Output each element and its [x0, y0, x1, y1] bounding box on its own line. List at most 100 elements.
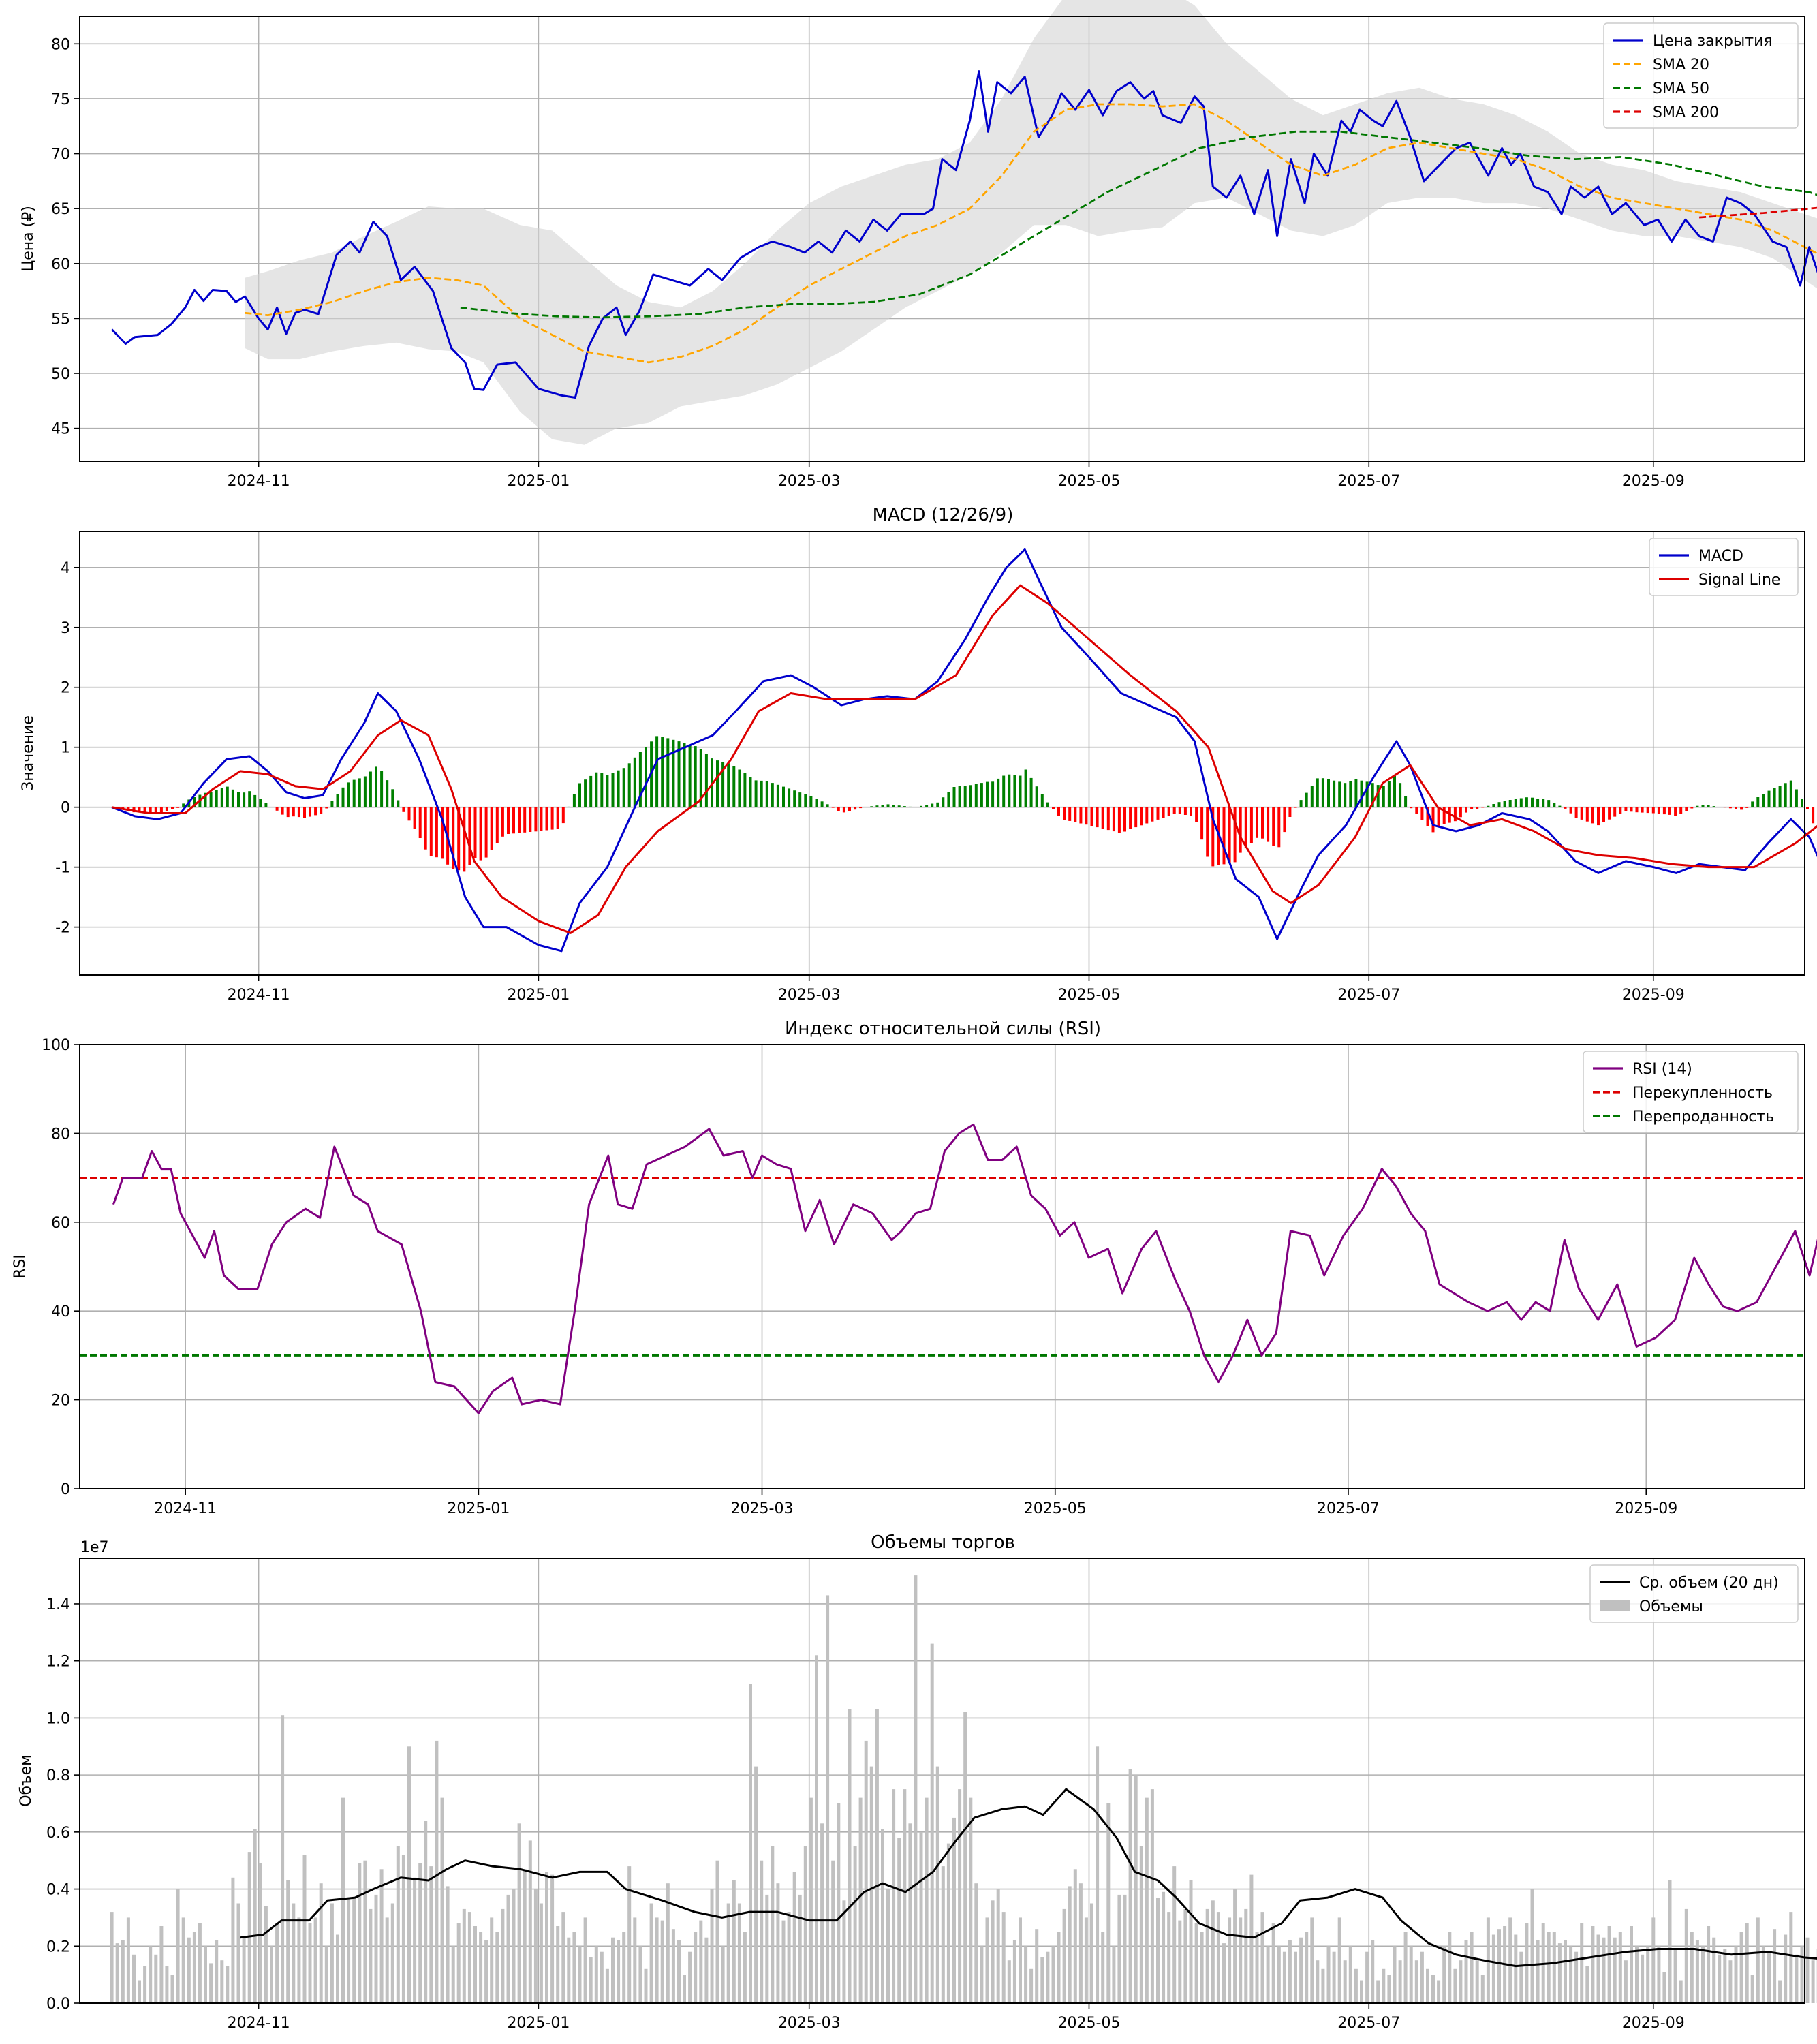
macd-histogram-bar [1690, 807, 1694, 809]
macd-histogram-bar [925, 805, 929, 807]
volume-bar [264, 1906, 268, 2003]
volume-bar [1090, 1903, 1093, 2003]
macd-histogram-bar [209, 792, 213, 807]
volume-bar [732, 1880, 736, 2003]
volume-bar [1128, 1769, 1132, 2003]
macd-histogram-bar [1057, 807, 1060, 816]
volume-y-axis-label: Объем [18, 1754, 35, 1807]
volume-bar [385, 1917, 389, 2003]
volume-bar [1310, 1917, 1314, 2003]
price-ytick-label: 50 [51, 366, 70, 383]
volume-bar [407, 1746, 411, 2003]
volume-bar [974, 1883, 978, 2003]
volume-bar [556, 1926, 560, 2003]
macd-histogram-bar [1029, 777, 1033, 807]
macd-histogram-bar [1316, 778, 1319, 807]
macd-xtick-label: 2025-05 [1058, 987, 1121, 1004]
macd-histogram-bar [159, 807, 163, 813]
macd-histogram-bar [1261, 807, 1264, 839]
macd-histogram-bar [369, 771, 372, 807]
volume-bar [1222, 1943, 1226, 2003]
macd-histogram-bar [1156, 807, 1160, 820]
volume-bar [1123, 1894, 1127, 2003]
volume-bar [1607, 1926, 1611, 2003]
macd-ytick-label: 0 [61, 800, 70, 817]
macd-histogram-bar [1140, 807, 1143, 826]
macd-histogram-bar [1040, 794, 1044, 807]
macd-histogram-bar [1574, 807, 1578, 818]
macd-histogram-bar [760, 780, 763, 807]
avg-volume-line [240, 1788, 1817, 1968]
volume-bar [1239, 1917, 1243, 2003]
volume-bar [919, 1831, 923, 2003]
macd-histogram-bar [1442, 807, 1446, 824]
volume-bar [528, 1840, 532, 2003]
macd-histogram-bar [473, 807, 477, 858]
macd-histogram-bar [435, 807, 438, 858]
volume-bar [1001, 1912, 1006, 2003]
macd-histogram-bar [1365, 781, 1369, 807]
rsi-ytick-label: 40 [51, 1303, 70, 1320]
volume-bar [996, 1889, 1000, 2003]
volume-bar [1101, 1932, 1105, 2003]
volume-bar [231, 1877, 235, 2003]
volume-bar [446, 1886, 450, 2003]
macd-histogram-bar [1662, 807, 1666, 815]
macd-histogram-bar [1294, 807, 1297, 808]
macd-histogram-bar [1162, 807, 1165, 818]
macd-histogram-bar [732, 766, 736, 807]
macd-histogram-bar [804, 794, 807, 807]
volume-bar [600, 1951, 604, 2003]
macd-histogram-bar [1256, 807, 1258, 838]
macd-histogram-bar [143, 807, 146, 812]
macd-histogram-bar [809, 796, 813, 807]
volume-bar [1470, 1932, 1474, 2003]
volume-bar [1194, 1923, 1198, 2003]
volume-bar [1321, 1968, 1325, 2003]
macd-histogram-bar [1183, 807, 1187, 815]
volume-bar [1051, 1946, 1055, 2003]
price-ytick-label: 55 [51, 311, 70, 328]
volume-bar [1277, 1946, 1281, 2003]
volume-bar [429, 1866, 433, 2003]
volume-bar [776, 1883, 780, 2003]
macd-histogram-bar [1778, 786, 1782, 807]
macd-histogram-bar [1382, 786, 1385, 807]
volume-bar [1701, 1946, 1705, 2003]
volume-bar [1112, 1946, 1116, 2003]
macd-histogram-bar [550, 807, 554, 830]
macd-histogram-bar [1013, 775, 1016, 807]
volume-bar [258, 1863, 262, 2003]
macd-histogram-bar [1685, 807, 1688, 811]
macd-histogram-bar [738, 769, 741, 807]
macd-histogram-bar [743, 773, 747, 807]
volume-bar [1723, 1949, 1727, 2003]
macd-histogram-bar [1112, 807, 1115, 832]
volume-bar [1035, 1929, 1039, 2003]
volume-bar [363, 1860, 367, 2003]
rsi-xtick-label: 2025-01 [447, 1500, 510, 1517]
macd-histogram-bar [1674, 807, 1677, 816]
volume-bar [512, 1889, 516, 2003]
volume-bar [1106, 1803, 1111, 2003]
rsi-xtick-label: 2025-07 [1317, 1500, 1380, 1517]
volume-bar [837, 1803, 841, 2003]
rsi-legend-box [1583, 1051, 1799, 1133]
sma200-line [1699, 206, 1817, 219]
volume-bar [1459, 1960, 1463, 2003]
macd-histogram-bar [1002, 775, 1006, 807]
volume-bar [1624, 1960, 1628, 2003]
macd-histogram-bar [1536, 799, 1540, 807]
macd-histogram-bar [171, 807, 174, 809]
volume-bar [1228, 1917, 1232, 2003]
macd-histogram-bar [1172, 807, 1176, 814]
macd-histogram-bar [154, 807, 157, 814]
macd-histogram-bar [292, 807, 295, 817]
macd-histogram-bar [1288, 807, 1292, 817]
volume-bar [1156, 1898, 1160, 2003]
macd-histogram-bar [606, 775, 609, 807]
volume-bar [908, 1823, 912, 2003]
macd-histogram-bar [1630, 807, 1633, 812]
volume-bar [440, 1797, 444, 2003]
macd-plot-frame [79, 531, 1805, 976]
